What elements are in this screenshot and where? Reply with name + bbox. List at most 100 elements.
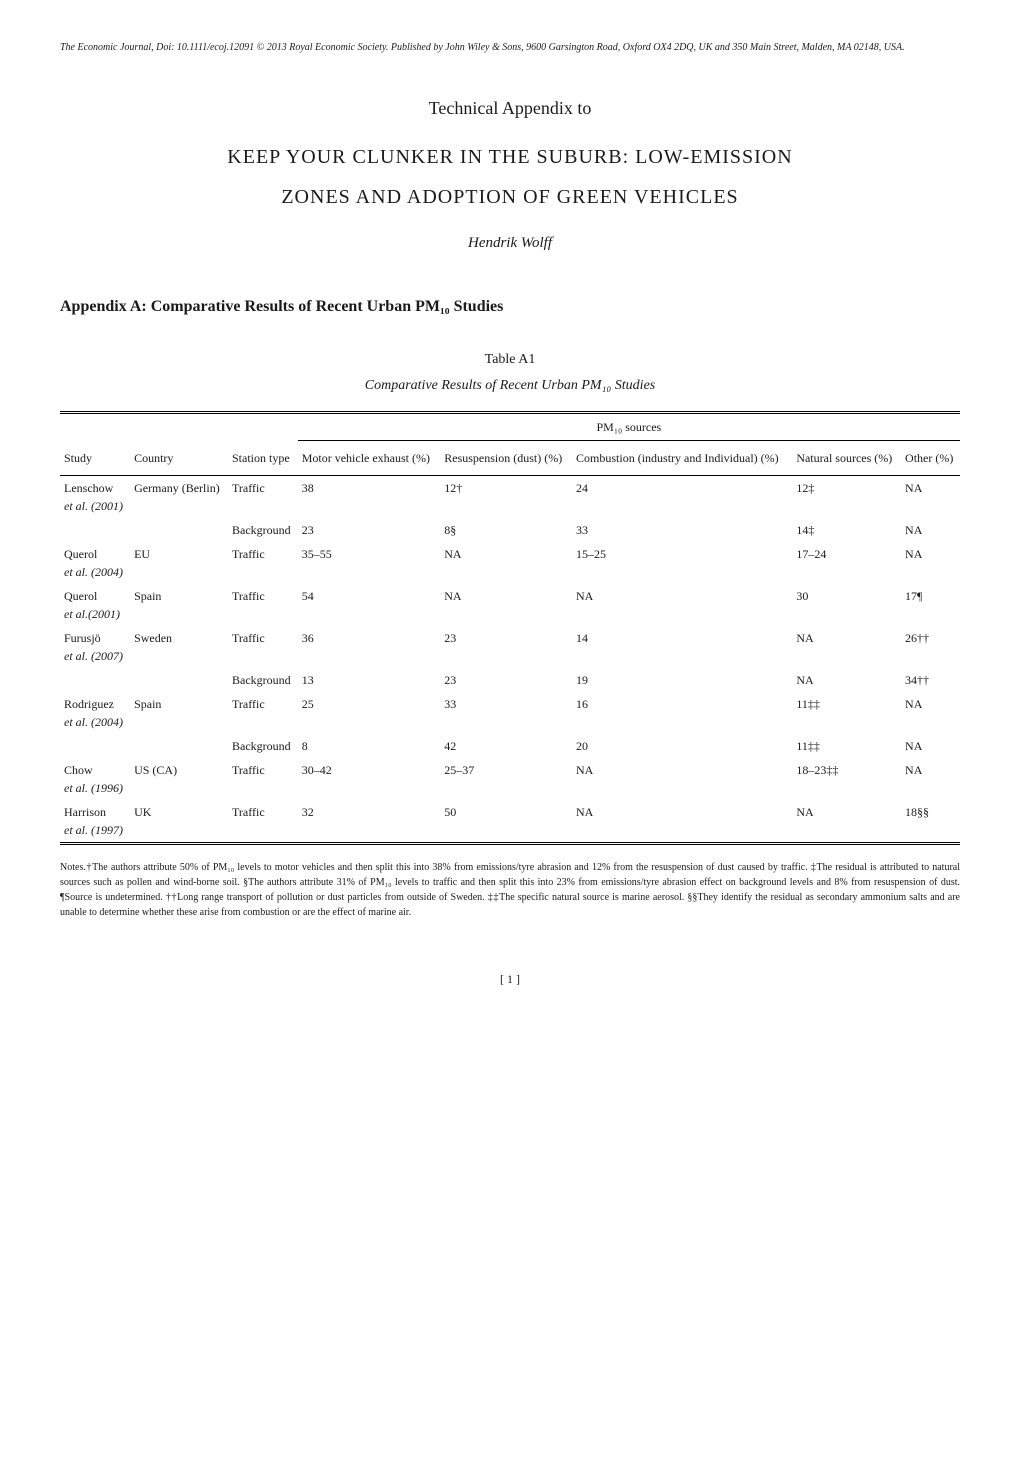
table-row: Background132319NA34†† xyxy=(60,668,960,692)
cell-country: Sweden xyxy=(130,626,228,668)
table-row: Background8422011‡‡NA xyxy=(60,734,960,758)
col-other: Other (%) xyxy=(901,440,960,475)
cell-station: Traffic xyxy=(228,692,298,734)
cell-other: NA xyxy=(901,692,960,734)
col-station: Station type xyxy=(228,440,298,475)
cell-other: 26†† xyxy=(901,626,960,668)
table-caption: Table A1 xyxy=(60,349,960,370)
table-row: Lenschowet al. (2001)Germany (Berlin)Tra… xyxy=(60,475,960,518)
cell-resuspension: 42 xyxy=(440,734,572,758)
cell-study xyxy=(60,734,130,758)
cell-resuspension: NA xyxy=(440,542,572,584)
cell-natural: 12‡ xyxy=(792,475,901,518)
cell-natural: 17–24 xyxy=(792,542,901,584)
cell-other: NA xyxy=(901,734,960,758)
cell-combustion: 15–25 xyxy=(572,542,792,584)
comparative-table: PM₁₀ sources Study Country Station type … xyxy=(60,411,960,845)
cell-natural: NA xyxy=(792,668,901,692)
cell-country xyxy=(130,668,228,692)
cell-study xyxy=(60,518,130,542)
col-motor: Motor vehicle exhaust (%) xyxy=(298,440,441,475)
col-country: Country xyxy=(130,440,228,475)
cell-other: 17¶ xyxy=(901,584,960,626)
cell-resuspension: 8§ xyxy=(440,518,572,542)
table-row: Furusjöet al. (2007)SwedenTraffic362314N… xyxy=(60,626,960,668)
cell-country xyxy=(130,518,228,542)
cell-resuspension: 12† xyxy=(440,475,572,518)
table-notes: Notes.†The authors attribute 50% of PM₁₀… xyxy=(60,860,960,920)
cell-country: US (CA) xyxy=(130,758,228,800)
cell-motor: 36 xyxy=(298,626,441,668)
cell-combustion: 20 xyxy=(572,734,792,758)
cell-station: Background xyxy=(228,734,298,758)
cell-motor: 25 xyxy=(298,692,441,734)
cell-country: Spain xyxy=(130,584,228,626)
cell-combustion: 33 xyxy=(572,518,792,542)
cell-country: Germany (Berlin) xyxy=(130,475,228,518)
cell-station: Traffic xyxy=(228,758,298,800)
cell-resuspension: NA xyxy=(440,584,572,626)
col-natural: Natural sources (%) xyxy=(792,440,901,475)
cell-study: Harrisonet al. (1997) xyxy=(60,800,130,844)
table-row: Rodriguezet al. (2004)SpainTraffic253316… xyxy=(60,692,960,734)
cell-motor: 32 xyxy=(298,800,441,844)
cell-motor: 38 xyxy=(298,475,441,518)
page-number: [ 1 ] xyxy=(60,970,960,988)
cell-study: Querolet al.(2001) xyxy=(60,584,130,626)
cell-natural: 18–23‡‡ xyxy=(792,758,901,800)
table-title: Comparative Results of Recent Urban PM₁₀… xyxy=(60,375,960,396)
cell-other: 18§§ xyxy=(901,800,960,844)
cell-station: Background xyxy=(228,518,298,542)
table-row: Querolet al.(2001)SpainTraffic54NANA3017… xyxy=(60,584,960,626)
cell-study: Lenschowet al. (2001) xyxy=(60,475,130,518)
cell-motor: 13 xyxy=(298,668,441,692)
cell-natural: 14‡ xyxy=(792,518,901,542)
cell-station: Traffic xyxy=(228,542,298,584)
cell-study: Furusjöet al. (2007) xyxy=(60,626,130,668)
cell-combustion: NA xyxy=(572,584,792,626)
cell-other: NA xyxy=(901,475,960,518)
cell-country: EU xyxy=(130,542,228,584)
col-combustion: Combustion (industry and Individual) (%) xyxy=(572,440,792,475)
cell-motor: 54 xyxy=(298,584,441,626)
cell-station: Traffic xyxy=(228,584,298,626)
appendix-header: Technical Appendix to xyxy=(60,95,960,122)
cell-resuspension: 50 xyxy=(440,800,572,844)
table-row: Querolet al. (2004)EUTraffic35–55NA15–25… xyxy=(60,542,960,584)
author: Hendrik Wolff xyxy=(60,232,960,255)
cell-combustion: 19 xyxy=(572,668,792,692)
subtitle: ZONES AND ADOPTION OF GREEN VEHICLES xyxy=(60,182,960,212)
cell-study: Querolet al. (2004) xyxy=(60,542,130,584)
cell-motor: 23 xyxy=(298,518,441,542)
cell-combustion: NA xyxy=(572,800,792,844)
col-study: Study xyxy=(60,440,130,475)
cell-combustion: 24 xyxy=(572,475,792,518)
cell-other: NA xyxy=(901,542,960,584)
cell-station: Traffic xyxy=(228,475,298,518)
cell-country: UK xyxy=(130,800,228,844)
cell-study: Rodriguezet al. (2004) xyxy=(60,692,130,734)
group-header: PM₁₀ sources xyxy=(298,412,960,440)
col-resuspension: Resuspension (dust) (%) xyxy=(440,440,572,475)
table-row: Chowet al. (1996)US (CA)Traffic30–4225–3… xyxy=(60,758,960,800)
cell-station: Traffic xyxy=(228,626,298,668)
table-row: Background238§3314‡NA xyxy=(60,518,960,542)
cell-combustion: 14 xyxy=(572,626,792,668)
cell-motor: 35–55 xyxy=(298,542,441,584)
cell-study xyxy=(60,668,130,692)
cell-combustion: NA xyxy=(572,758,792,800)
cell-study: Chowet al. (1996) xyxy=(60,758,130,800)
cell-natural: 11‡‡ xyxy=(792,692,901,734)
cell-motor: 8 xyxy=(298,734,441,758)
cell-natural: 30 xyxy=(792,584,901,626)
cell-other: NA xyxy=(901,518,960,542)
cell-natural: 11‡‡ xyxy=(792,734,901,758)
cell-country xyxy=(130,734,228,758)
cell-country: Spain xyxy=(130,692,228,734)
cell-motor: 30–42 xyxy=(298,758,441,800)
cell-other: NA xyxy=(901,758,960,800)
main-title: KEEP YOUR CLUNKER IN THE SUBURB: LOW-EMI… xyxy=(60,142,960,172)
cell-resuspension: 23 xyxy=(440,668,572,692)
cell-station: Traffic xyxy=(228,800,298,844)
cell-resuspension: 33 xyxy=(440,692,572,734)
